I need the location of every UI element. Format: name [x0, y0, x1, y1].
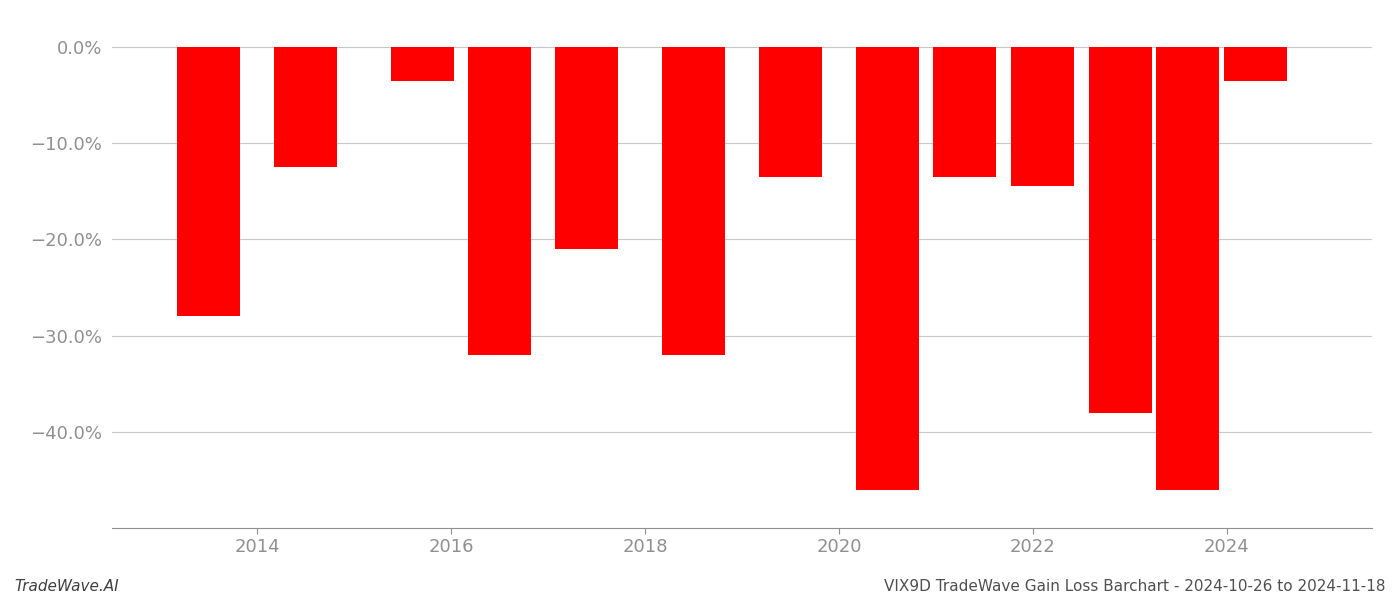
Bar: [662, 47, 725, 355]
Bar: [178, 47, 241, 316]
Bar: [1011, 47, 1074, 187]
Bar: [556, 47, 619, 249]
Bar: [855, 47, 918, 490]
Text: TradeWave.AI: TradeWave.AI: [14, 579, 119, 594]
Bar: [468, 47, 531, 355]
Bar: [391, 47, 454, 80]
Bar: [1156, 47, 1219, 490]
Bar: [759, 47, 822, 177]
Bar: [1089, 47, 1152, 413]
Text: VIX9D TradeWave Gain Loss Barchart - 2024-10-26 to 2024-11-18: VIX9D TradeWave Gain Loss Barchart - 202…: [885, 579, 1386, 594]
Bar: [1224, 47, 1287, 80]
Bar: [274, 47, 337, 167]
Bar: [934, 47, 997, 177]
